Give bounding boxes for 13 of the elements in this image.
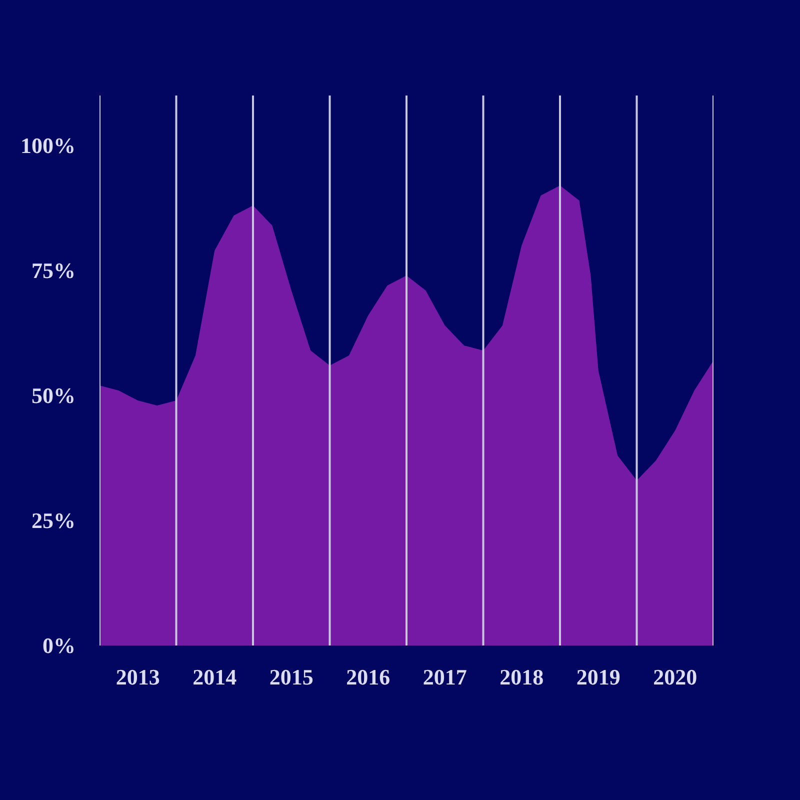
x-tick-label: 2020	[653, 664, 698, 690]
x-tick-label: 2014	[192, 664, 237, 690]
x-tick-label: 2018	[500, 664, 544, 690]
y-tick-label: 50%	[32, 383, 76, 408]
x-tick-label: 2013	[116, 664, 160, 690]
x-tick-label: 2019	[576, 664, 620, 690]
y-tick-label: 25%	[32, 508, 76, 533]
x-tick-label: 2015	[269, 664, 314, 690]
x-tick-label: 2016	[346, 664, 390, 690]
y-tick-label: 0%	[42, 633, 76, 658]
y-tick-label: 75%	[32, 258, 76, 283]
x-tick-label: 2017	[422, 664, 467, 690]
y-tick-label: 100%	[20, 133, 76, 158]
